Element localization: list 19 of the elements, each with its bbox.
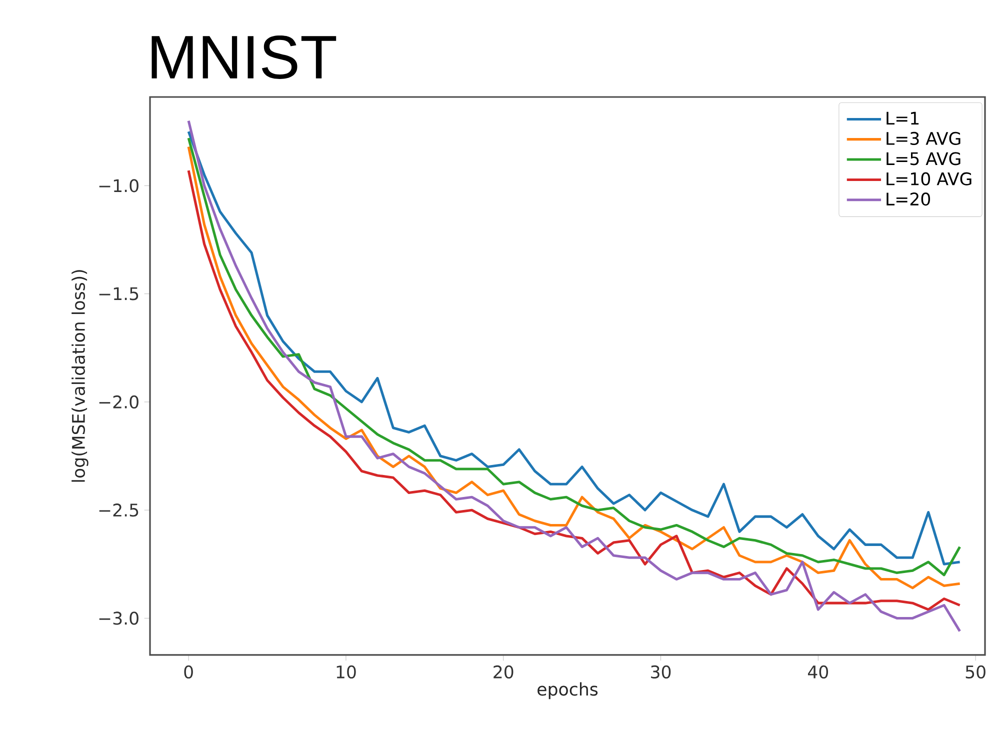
x-tick-label: 40: [808, 665, 828, 679]
x-tick-label: 50: [966, 665, 986, 679]
y-tick-label: −2.5: [99, 504, 138, 517]
y-tick-label: −2.0: [99, 395, 138, 408]
y-tick-label: −1.0: [99, 179, 138, 192]
legend-label: L=3 AVG: [886, 132, 960, 146]
legend-label: L=5 AVG: [886, 152, 960, 166]
x-tick-label: 30: [651, 665, 671, 679]
chart-title: MNIST: [152, 36, 336, 79]
x-tick-label: 0: [184, 665, 193, 679]
y-tick-label: −3.0: [99, 612, 138, 625]
legend-label: L=20: [886, 192, 930, 206]
x-tick-label: 20: [494, 665, 514, 679]
x-axis-title: epochs: [538, 682, 598, 700]
legend-label: L=1: [886, 112, 919, 125]
x-tick-label: 10: [336, 665, 356, 679]
legend-label: L=10 AVG: [886, 172, 972, 186]
y-axis-title: log(MSE(validation loss)): [72, 270, 88, 482]
y-tick-label: −1.5: [99, 287, 138, 300]
